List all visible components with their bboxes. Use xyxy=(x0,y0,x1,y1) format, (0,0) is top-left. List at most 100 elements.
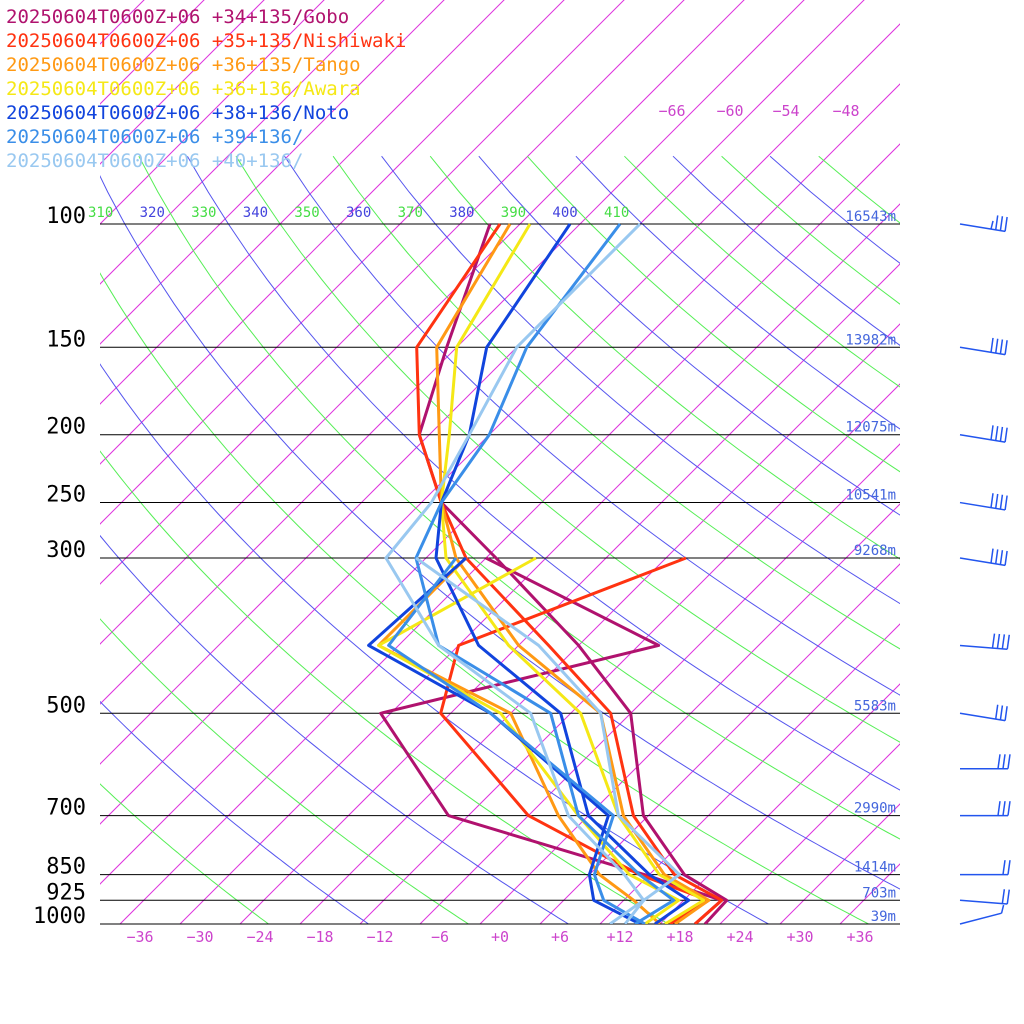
wind-barb-flag xyxy=(1004,427,1008,443)
temperature-profile xyxy=(434,223,691,924)
height-label: 13982m xyxy=(845,332,896,348)
wind-barb-flag xyxy=(990,220,994,230)
wind-barbs xyxy=(959,215,1011,925)
wind-barb-staff xyxy=(959,644,1008,650)
wind-barb-flag xyxy=(991,633,996,649)
temperature-profile xyxy=(435,223,711,924)
dry-adiabat-grid xyxy=(100,155,900,924)
wind-barb-flag xyxy=(1004,706,1008,721)
height-label: 10541m xyxy=(845,488,896,504)
height-labels: 16543m 13982m 12075m 10541m 9268m 5583m 2990m 1… xyxy=(845,209,896,925)
wind-barb-flag xyxy=(990,493,994,508)
upper-temperature-label: −54 xyxy=(772,102,799,120)
upper-temperature-label: −60 xyxy=(716,102,743,120)
dry-adiabat-line xyxy=(100,272,870,924)
temperature-tick-label: +12 xyxy=(606,928,633,946)
wind-barb-flag xyxy=(1000,904,1005,914)
isotherm-line xyxy=(119,143,900,924)
isotherm-line xyxy=(419,443,900,924)
pressure-label: 925 xyxy=(46,880,86,905)
height-label: 5583m xyxy=(854,698,896,714)
upper-temperature-label: −48 xyxy=(832,102,859,120)
wind-barb-flag xyxy=(994,493,999,509)
wind-barb-flag xyxy=(999,550,1004,565)
temperature-tick-label: −12 xyxy=(366,928,393,946)
theta-label: 360 xyxy=(346,205,371,221)
isotherm-line xyxy=(100,0,445,345)
isotherm-line xyxy=(100,23,900,825)
wind-barb-flag xyxy=(1004,340,1008,355)
dry-adiabat-line xyxy=(100,534,570,924)
pressure-label: 300 xyxy=(46,538,86,563)
upper-temperature-labels: −66 −60 −54 −48 xyxy=(658,102,859,120)
wind-barb-staff xyxy=(959,433,1006,443)
wind-barb-flag xyxy=(999,339,1004,354)
wind-barb-flag xyxy=(997,754,1001,769)
wind-barb-flag xyxy=(996,633,1001,649)
pressure-label: 200 xyxy=(46,415,86,440)
dry-adiabat-line xyxy=(100,700,370,924)
legend-entry: 20250604T0600Z+06 +35+135/Nishiwaki xyxy=(6,30,406,52)
isotherm-line xyxy=(599,623,900,924)
dry-adiabat-line xyxy=(478,155,900,516)
theta-label: 350 xyxy=(294,205,319,221)
wind-barb-flag xyxy=(1001,889,1006,904)
temperature-tick-label: −36 xyxy=(126,928,153,946)
theta-label: 310 xyxy=(88,205,113,221)
theta-label: 320 xyxy=(140,205,165,221)
temperature-tick-labels: −36 −30 −24 −18 −12 −6 +0 +6 +12 +18 +24 +30 +36 xyxy=(126,928,873,946)
sounding-profiles xyxy=(367,222,729,924)
dry-adiabat-line xyxy=(284,155,900,696)
dry-adiabat-line xyxy=(100,175,900,890)
wind-barb-flag xyxy=(994,549,999,564)
wind-barb-flag xyxy=(990,548,994,564)
theta-label: 330 xyxy=(191,205,216,221)
isotherm-line xyxy=(100,0,385,285)
dry-adiabat-line xyxy=(186,155,900,791)
isotherm-line xyxy=(100,83,900,885)
dry-adiabat-line xyxy=(235,155,900,743)
pressure-label: 250 xyxy=(46,483,86,508)
theta-label: 400 xyxy=(552,205,577,221)
wind-barb-flag xyxy=(1007,801,1011,816)
wind-barb-flag xyxy=(994,338,999,354)
pressure-label: 1000 xyxy=(33,904,86,929)
pressure-label: 150 xyxy=(46,327,86,352)
legend-entry: 20250604T0600Z+06 +40+136/ xyxy=(6,150,303,172)
wind-barb-flag xyxy=(1001,634,1006,649)
wind-barb-flag xyxy=(1002,754,1006,769)
wind-barb-flag xyxy=(1002,860,1006,875)
theta-label: 380 xyxy=(449,205,474,221)
wind-barb-staff xyxy=(959,223,1006,233)
theta-label: 390 xyxy=(501,205,526,221)
wind-barb-flag xyxy=(994,426,999,441)
wind-barb-staff xyxy=(959,712,1006,722)
height-label: 16543m xyxy=(845,209,896,225)
dewpoint-profile xyxy=(387,557,646,924)
legend-entry: 20250604T0600Z+06 +39+136/ xyxy=(6,126,303,148)
dry-adiabat-line xyxy=(429,155,900,560)
wind-barb-flag xyxy=(1004,550,1008,566)
wind-barb-staff xyxy=(959,501,1006,511)
wind-barb-staff xyxy=(959,557,1006,567)
temperature-tick-label: +24 xyxy=(726,928,753,946)
height-label: 2990m xyxy=(854,801,896,817)
isotherm-line xyxy=(539,563,900,924)
theta-label: 410 xyxy=(604,205,629,221)
temperature-tick-label: +30 xyxy=(786,928,813,946)
wind-barb-staff xyxy=(959,346,1006,356)
temperature-profile xyxy=(384,222,646,924)
dry-adiabat-line xyxy=(332,155,900,650)
temperature-tick-label: +36 xyxy=(846,928,873,946)
isotherm-line xyxy=(100,0,625,525)
wind-barb-flag xyxy=(994,704,999,720)
temperature-tick-label: +18 xyxy=(666,928,693,946)
legend-entry: 20250604T0600Z+06 +34+135/Gobo xyxy=(6,6,349,28)
isobar-grid xyxy=(100,223,900,925)
isotherm-line xyxy=(359,383,900,924)
wind-barb-flag xyxy=(999,705,1004,721)
upper-temperature-label: −66 xyxy=(658,102,685,120)
theta-labels: 310 320 330 340 350 360 370 380 390 400 410 xyxy=(88,205,629,221)
